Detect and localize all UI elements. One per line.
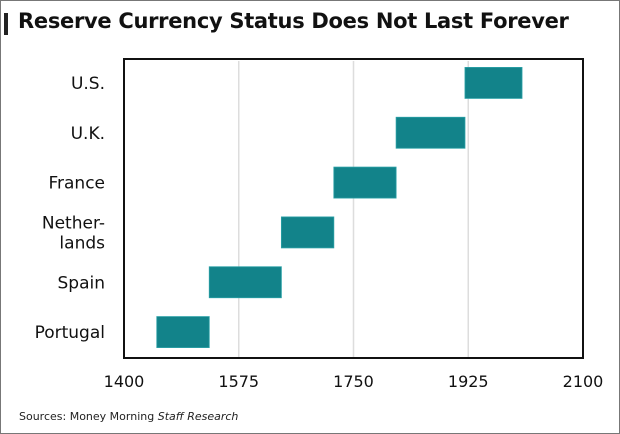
x-tick-label: 1925	[448, 372, 489, 391]
x-tick-label: 1400	[104, 372, 145, 391]
category-label: Nether-	[42, 213, 105, 233]
bar-spain	[208, 266, 282, 299]
category-label: lands	[59, 233, 105, 253]
category-label: France	[48, 174, 105, 194]
bar-france	[333, 166, 397, 199]
category-label: Spain	[58, 273, 106, 293]
bar-uk	[395, 116, 466, 149]
x-tick-label: 1750	[333, 372, 374, 391]
source-prefix: Sources: Money Morning	[19, 410, 158, 423]
category-label: U.S.	[71, 74, 105, 94]
title-accent-bar	[4, 13, 8, 35]
chart-source: Sources: Money Morning Staff Research	[19, 410, 238, 423]
bar-portugal	[156, 316, 210, 348]
bar-netherlands	[280, 216, 335, 249]
x-tick-label: 1575	[218, 372, 259, 391]
bar-us	[464, 67, 523, 99]
x-tick-label: 2100	[563, 372, 604, 391]
chart-title: Reserve Currency Status Does Not Last Fo…	[18, 9, 569, 33]
category-label: U.K.	[71, 124, 105, 144]
source-italic: Staff Research	[157, 410, 239, 423]
category-label: Portugal	[35, 323, 105, 343]
